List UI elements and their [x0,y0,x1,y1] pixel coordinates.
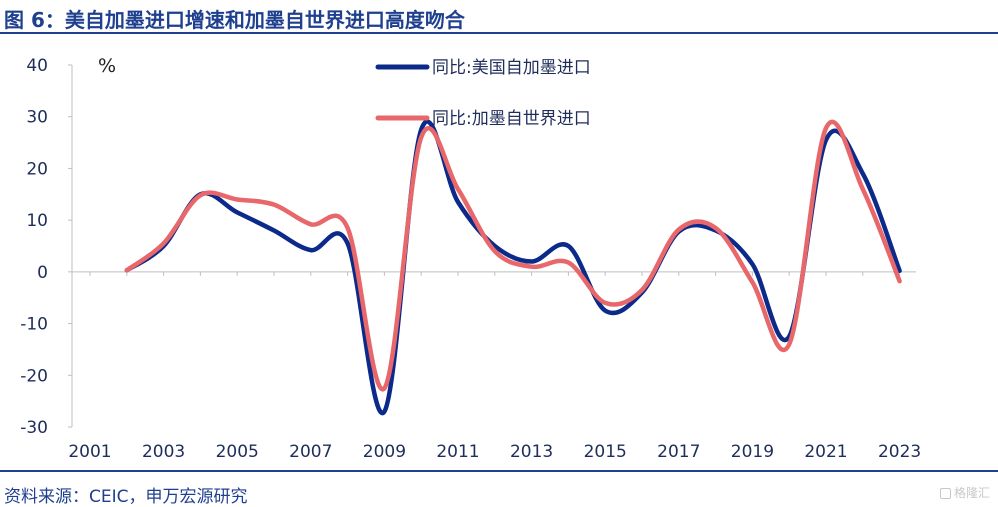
x-tick-label: 2017 [657,442,700,462]
chart-title: 图 6：美自加墨进口增速和加墨自世界进口高度吻合 [4,8,465,32]
series-lines [124,119,902,416]
y-tick-label: 0 [37,263,48,283]
y-tick-label: 10 [26,211,48,231]
x-tick-label: 2023 [878,442,921,462]
y-tick-label: -10 [20,315,48,335]
series-line-1 [124,119,902,416]
x-tick-label: 2015 [584,442,627,462]
y-tick-label: 20 [26,159,48,179]
x-tick-label: 2005 [216,442,259,462]
x-tick-label: 2019 [731,442,774,462]
y-tick-labels: 40 30 20 10 0 -10 -20 -30 [20,56,48,438]
x-tick-label: 2011 [436,442,479,462]
x-tick-label: 2013 [510,442,553,462]
x-tick-labels: 2001 2003 2005 2007 2009 2011 2013 2015 2017 2019… [68,442,921,462]
y-tick-label: 40 [26,56,48,76]
x-tick-label: 2009 [363,442,406,462]
watermark-text: 格隆汇 [953,486,990,500]
x-tick-label: 2003 [142,442,185,462]
x-tick-label: 2001 [68,442,111,462]
y-tick-label: 30 [26,108,48,128]
x-tick-label: 2007 [289,442,332,462]
watermark-icon [939,488,951,499]
y-axis-unit: % [98,55,116,77]
series-line-2 [124,119,902,392]
watermark: 格隆汇 [939,484,990,501]
y-tick-label: -30 [20,418,48,438]
title-bar: 图 6：美自加墨进口增速和加墨自世界进口高度吻合 [0,0,998,34]
source-bar: 资料来源：CEIC，申万宏源研究 格隆汇 [0,470,998,507]
y-tick-label: -20 [20,366,48,386]
x-tick-label: 2021 [804,442,847,462]
legend-label-2: 同比:加墨自世界进口 [432,109,591,129]
source-note: 资料来源：CEIC，申万宏源研究 [4,487,248,507]
legend-label-1: 同比:美国自加墨进口 [432,58,591,78]
